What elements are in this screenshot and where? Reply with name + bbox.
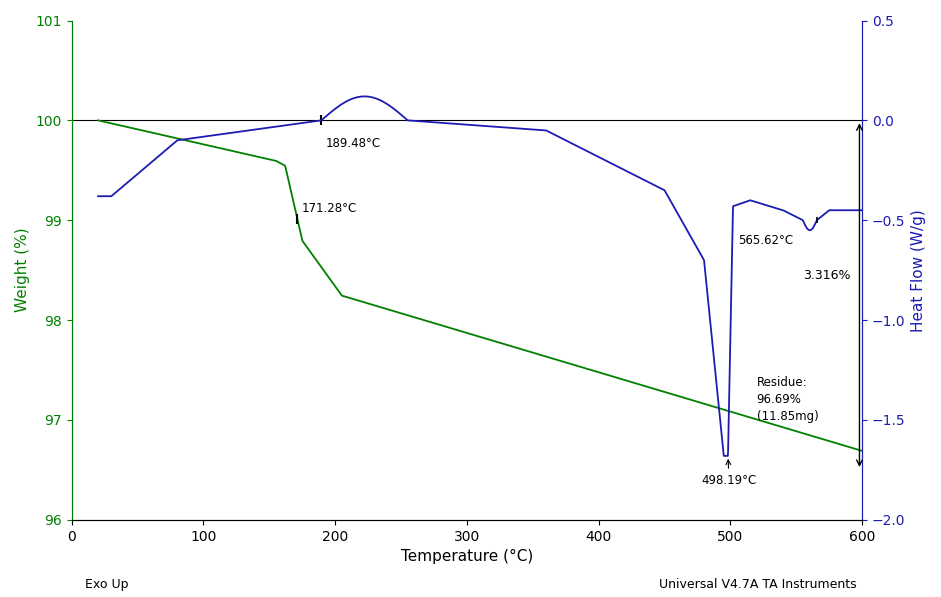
Text: 189.48°C: 189.48°C: [326, 137, 380, 150]
Y-axis label: Heat Flow (W/g): Heat Flow (W/g): [911, 209, 926, 331]
Y-axis label: Weight (%): Weight (%): [15, 228, 30, 312]
Text: 565.62°C: 565.62°C: [738, 235, 793, 247]
Text: Exo Up: Exo Up: [85, 578, 128, 591]
Text: 498.19°C: 498.19°C: [701, 460, 757, 487]
Text: Universal V4.7A TA Instruments: Universal V4.7A TA Instruments: [659, 578, 856, 591]
Text: Residue:
96.69%
(11.85mg): Residue: 96.69% (11.85mg): [757, 377, 819, 423]
X-axis label: Temperature (°C): Temperature (°C): [401, 549, 533, 564]
Text: 3.316%: 3.316%: [803, 269, 851, 282]
Text: 171.28°C: 171.28°C: [301, 202, 357, 215]
